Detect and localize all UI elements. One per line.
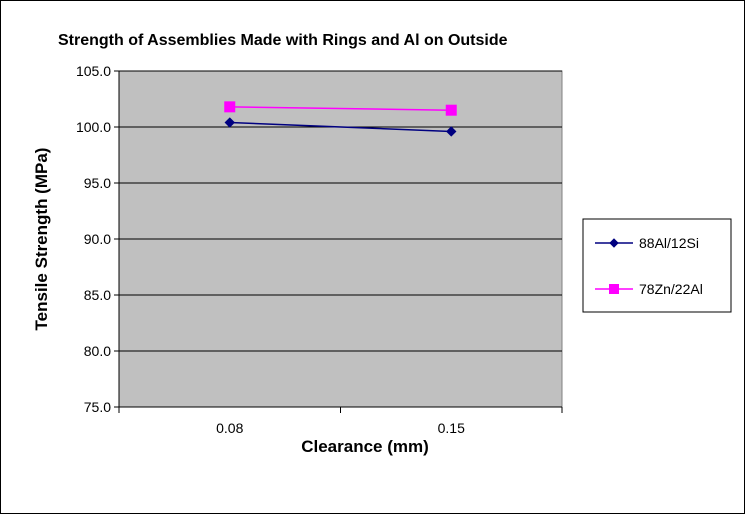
chart-title: Strength of Assemblies Made with Rings a… xyxy=(58,32,508,49)
data-point xyxy=(446,126,457,137)
series-line xyxy=(229,121,452,133)
y-tick-label: 80.0 xyxy=(84,343,111,359)
data-point xyxy=(224,101,236,113)
series-line xyxy=(229,106,452,111)
series-2 xyxy=(224,101,457,116)
series-layer xyxy=(224,101,457,137)
legend-marker xyxy=(609,284,619,294)
x-axis-title: Clearance (mm) xyxy=(301,437,429,456)
y-tick-label: 100.0 xyxy=(76,119,111,135)
x-tick-labels: 0.08 0.15 xyxy=(216,420,465,436)
legend-items: 88Al/12Si 78Zn/22Al xyxy=(595,235,703,297)
legend-box xyxy=(582,218,732,313)
data-point xyxy=(445,104,457,116)
axes xyxy=(114,70,563,413)
legend: 88Al/12Si 78Zn/22Al xyxy=(582,218,732,313)
y-tick-label: 90.0 xyxy=(84,231,111,247)
data-point xyxy=(224,117,235,128)
y-tick-label: 85.0 xyxy=(84,287,111,303)
y-axis-title: Tensile Strength (MPa) xyxy=(32,148,51,331)
x-tick-label: 0.08 xyxy=(216,420,243,436)
y-tick-labels: 75.0 80.0 85.0 90.0 95.0 100.0 105.0 xyxy=(76,63,111,415)
legend-label: 88Al/12Si xyxy=(639,235,699,251)
y-tick-label: 105.0 xyxy=(76,63,111,79)
x-tick-label: 0.15 xyxy=(438,420,465,436)
legend-item: 88Al/12Si xyxy=(595,235,699,251)
legend-label: 78Zn/22Al xyxy=(639,281,703,297)
series-1 xyxy=(224,117,457,137)
y-tick-label: 95.0 xyxy=(84,175,111,191)
legend-item: 78Zn/22Al xyxy=(595,281,703,297)
y-tick-label: 75.0 xyxy=(84,399,111,415)
legend-marker xyxy=(609,238,619,248)
